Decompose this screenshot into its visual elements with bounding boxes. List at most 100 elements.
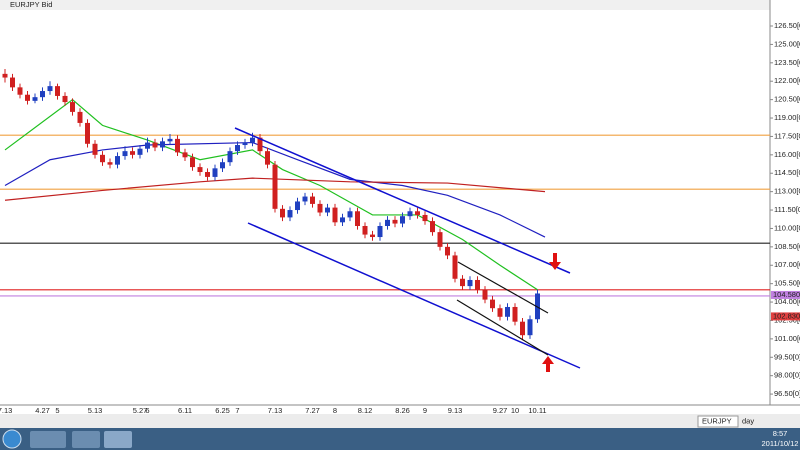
candle-body — [347, 211, 353, 218]
x-tick-label: 7 — [235, 406, 239, 415]
price-tag — [771, 312, 800, 321]
moving-average — [4, 98, 538, 291]
price-tag-label: 104.580 — [773, 290, 800, 299]
candle-body — [325, 207, 330, 213]
x-tick-label: 10.11 — [528, 406, 546, 415]
candle-body — [482, 289, 488, 300]
candle-body — [467, 279, 473, 287]
moving-average — [4, 177, 546, 201]
candle-body — [512, 306, 518, 322]
y-tick-label: 122.00[0] — [774, 76, 800, 85]
candle-body — [2, 73, 8, 78]
candle-body — [392, 219, 398, 224]
candle-body — [475, 279, 480, 290]
x-tick-label: 10 — [511, 406, 519, 415]
candle-body — [505, 306, 510, 317]
candle-body — [377, 225, 383, 238]
x-tick-label: 8.12 — [358, 406, 373, 415]
status-bar — [0, 414, 800, 428]
clock-time: 8:57 — [773, 429, 788, 438]
candle-body — [107, 162, 113, 165]
candle-body — [47, 86, 53, 92]
trend-line — [456, 299, 549, 356]
candle-body — [235, 145, 240, 152]
candle-body — [32, 97, 38, 101]
x-tick-label: 6.11 — [178, 406, 192, 415]
x-tick-label: 4.27 — [35, 406, 50, 415]
candle-body — [182, 152, 188, 158]
candle-body — [17, 87, 23, 95]
start-button[interactable] — [2, 429, 22, 449]
candle-body — [62, 95, 68, 103]
candle-body — [422, 214, 428, 222]
window-title: EURJPY Bid — [10, 0, 52, 9]
candle-body — [100, 154, 105, 163]
y-tick-label: 126.50[0] — [774, 21, 800, 30]
y-tick-label: 108.50[0] — [774, 242, 800, 251]
title-bar — [0, 0, 770, 10]
plot: 96.50[0]98.00[0]99.50[0]101.00[0]102.50[… — [0, 21, 800, 415]
x-tick-label: 7.27 — [305, 406, 320, 415]
candle-body — [115, 156, 120, 165]
candle-body — [535, 293, 540, 320]
taskbar-app[interactable] — [30, 431, 66, 448]
trend-line — [457, 261, 549, 314]
x-tick-label: 6 — [145, 406, 149, 415]
candle-body — [527, 319, 533, 336]
y-tick-label: 110.00[0] — [774, 223, 800, 232]
candle-body — [55, 86, 60, 96]
candle-body — [77, 111, 83, 123]
candle-body — [460, 278, 465, 287]
candle-body — [355, 211, 360, 226]
candle-body — [520, 321, 525, 336]
candle-body — [370, 234, 375, 238]
candle-body — [212, 168, 218, 177]
taskbar-app[interactable] — [104, 431, 132, 448]
candle-body — [242, 142, 248, 146]
x-tick-label: 7.13 — [268, 406, 283, 415]
symbol-tab-label: EURJPY — [702, 416, 732, 425]
x-tick-label: 8.26 — [395, 406, 410, 415]
candle-body — [362, 225, 368, 235]
candle-body — [257, 137, 263, 152]
candle-body — [400, 216, 405, 224]
candle-body — [160, 141, 165, 148]
y-tick-label: 119.00[0] — [774, 113, 800, 122]
y-tick-label: 113.00[0] — [774, 187, 800, 196]
candle-body — [220, 162, 225, 169]
candle-body — [340, 217, 345, 223]
moving-average — [4, 141, 546, 238]
price-tag — [771, 290, 800, 299]
candle-body — [197, 167, 203, 173]
y-tick-label: 114.50[0] — [774, 168, 800, 177]
candle-body — [407, 211, 413, 217]
candle-body — [310, 196, 315, 204]
taskbar-app[interactable] — [72, 431, 100, 448]
candle-body — [452, 255, 458, 279]
x-tick-label: 5.13 — [88, 406, 103, 415]
candle-body — [302, 196, 308, 202]
candle-body — [70, 102, 75, 112]
arrow-down — [549, 253, 561, 270]
x-tick-label: 8 — [333, 406, 337, 415]
y-tick-label: 96.50[0] — [774, 389, 800, 398]
y-tick-label: 125.00[0] — [774, 39, 800, 48]
x-tick-label: 6.25 — [215, 406, 230, 415]
candle-body — [167, 138, 173, 142]
trend-line — [247, 222, 581, 369]
candle-body — [445, 246, 450, 256]
candle-body — [265, 151, 270, 165]
symbol-tab[interactable] — [697, 415, 739, 428]
y-tick-label: 123.50[0] — [774, 58, 800, 67]
candle-body — [122, 151, 128, 157]
y-tick-label: 120.50[0] — [774, 95, 800, 104]
y-tick-label: 98.00[0] — [774, 371, 800, 380]
candle-body — [92, 143, 98, 155]
candle-body — [385, 219, 390, 226]
candle-body — [25, 94, 30, 101]
candle-body — [415, 211, 420, 215]
y-tick-label: 99.50[0] — [774, 352, 800, 361]
taskbar — [0, 428, 800, 450]
